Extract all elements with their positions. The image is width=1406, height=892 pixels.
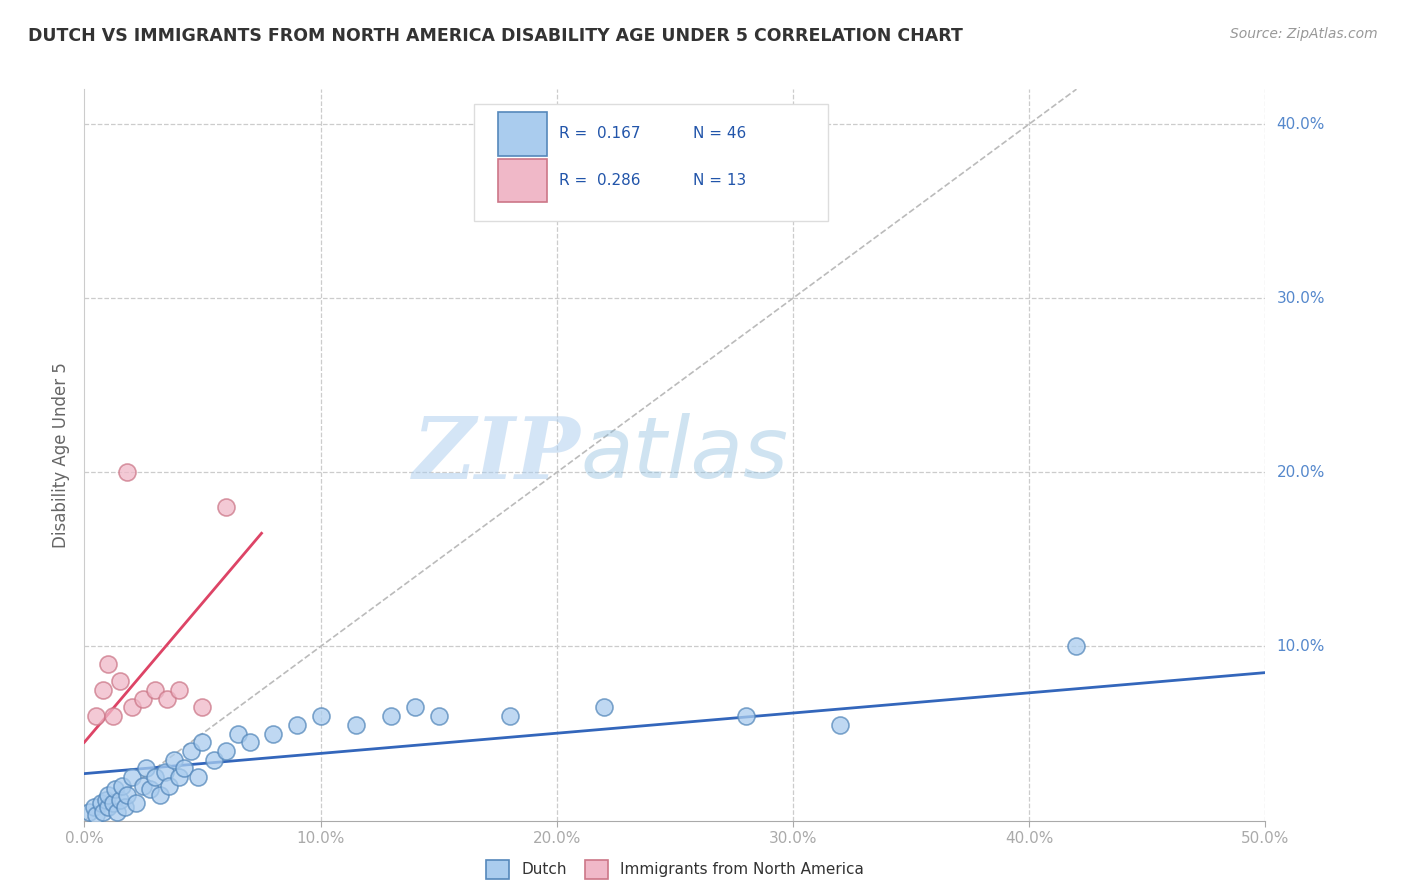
Point	[180, 744, 202, 758]
Point	[593, 700, 616, 714]
Point	[143, 683, 166, 698]
Text: DUTCH VS IMMIGRANTS FROM NORTH AMERICA DISABILITY AGE UNDER 5 CORRELATION CHART: DUTCH VS IMMIGRANTS FROM NORTH AMERICA D…	[28, 27, 963, 45]
Legend: Dutch, Immigrants from North America: Dutch, Immigrants from North America	[478, 852, 872, 886]
Point	[84, 808, 107, 822]
Point	[404, 700, 426, 714]
Point	[104, 782, 127, 797]
Point	[285, 718, 308, 732]
Text: N = 46: N = 46	[693, 126, 745, 141]
Point	[108, 793, 131, 807]
Point	[91, 805, 114, 819]
Y-axis label: Disability Age Under 5: Disability Age Under 5	[52, 362, 70, 548]
Point	[114, 799, 136, 814]
Point	[83, 799, 105, 814]
Point	[191, 700, 214, 714]
Point	[139, 782, 162, 797]
FancyBboxPatch shape	[474, 103, 828, 221]
Point	[121, 700, 143, 714]
Point	[77, 805, 100, 819]
Point	[115, 466, 138, 480]
Point	[187, 770, 209, 784]
Text: 10.0%: 10.0%	[1277, 639, 1324, 654]
FancyBboxPatch shape	[498, 159, 547, 202]
Text: N = 13: N = 13	[693, 173, 745, 187]
Point	[344, 718, 367, 732]
Point	[191, 735, 214, 749]
Point	[135, 761, 157, 775]
Point	[90, 796, 112, 810]
Text: Source: ZipAtlas.com: Source: ZipAtlas.com	[1230, 27, 1378, 41]
Point	[101, 796, 124, 810]
Point	[226, 726, 249, 740]
Point	[427, 709, 450, 723]
Point	[132, 691, 155, 706]
Point	[167, 683, 190, 698]
Point	[1066, 640, 1088, 654]
Point	[97, 799, 120, 814]
Point	[108, 674, 131, 689]
Point	[498, 709, 520, 723]
Point	[97, 788, 120, 802]
Point	[215, 744, 238, 758]
Point	[84, 709, 107, 723]
Point	[309, 709, 332, 723]
Point	[97, 657, 120, 671]
Point	[125, 796, 148, 810]
Text: R =  0.167: R = 0.167	[560, 126, 641, 141]
Point	[149, 788, 172, 802]
Text: ZIP: ZIP	[412, 413, 581, 497]
Point	[156, 691, 179, 706]
Text: 20.0%: 20.0%	[1277, 465, 1324, 480]
Point	[111, 779, 134, 793]
Point	[157, 779, 180, 793]
Point	[94, 793, 117, 807]
Point	[121, 770, 143, 784]
Point	[215, 500, 238, 515]
Text: atlas: atlas	[581, 413, 789, 497]
Point	[239, 735, 262, 749]
Point	[173, 761, 195, 775]
Point	[132, 779, 155, 793]
Point	[91, 683, 114, 698]
Point	[115, 788, 138, 802]
Text: 30.0%: 30.0%	[1277, 291, 1324, 306]
Point	[830, 718, 852, 732]
Point	[153, 764, 176, 779]
Point	[107, 805, 129, 819]
Point	[167, 770, 190, 784]
Text: R =  0.286: R = 0.286	[560, 173, 641, 187]
Point	[734, 709, 756, 723]
Point	[262, 726, 284, 740]
Point	[101, 709, 124, 723]
Point	[380, 709, 402, 723]
Text: 40.0%: 40.0%	[1277, 117, 1324, 131]
Point	[163, 753, 186, 767]
FancyBboxPatch shape	[498, 112, 547, 155]
Point	[143, 770, 166, 784]
Point	[202, 753, 225, 767]
